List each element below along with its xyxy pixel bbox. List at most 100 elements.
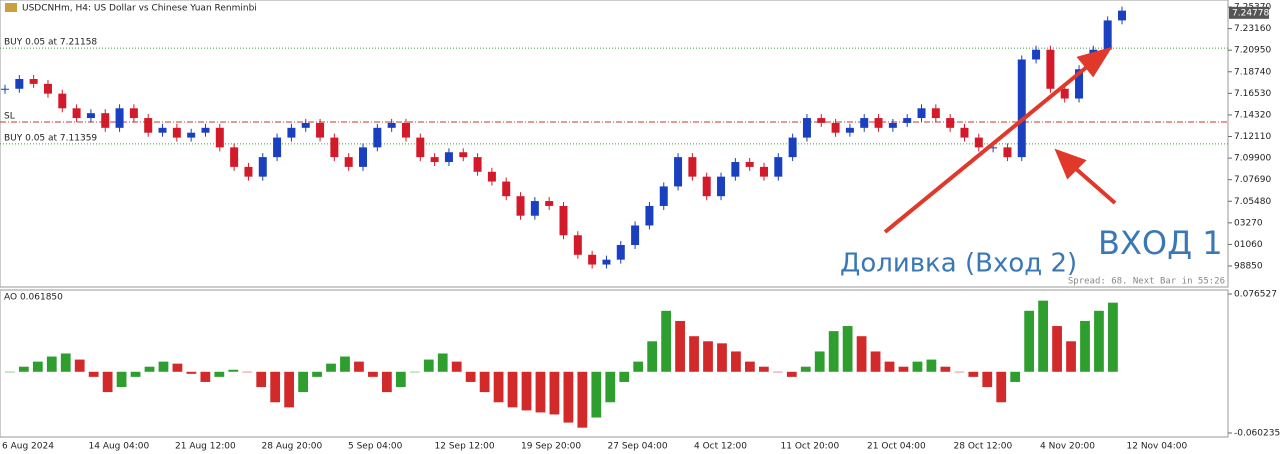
ao-bar: [340, 356, 350, 372]
plot: 7.253707.231607.209507.187407.165307.143…: [0, 3, 1280, 452]
price-label: 7.20950: [1234, 46, 1271, 56]
ao-bar: [228, 369, 239, 372]
arrow: [1073, 166, 1117, 205]
ao-bar: [661, 310, 672, 372]
arrows: [883, 46, 1117, 234]
candle: [401, 122, 410, 138]
candle: [1017, 59, 1026, 158]
candle: [989, 147, 998, 149]
candle: [58, 93, 67, 109]
ao-bar: [856, 336, 867, 372]
annotation: Доливка (Вход 2): [840, 249, 1077, 279]
ao-bar: [32, 361, 43, 372]
candle: [1032, 49, 1041, 60]
ao-bar: [144, 366, 155, 372]
time-label: 12 Nov 04:00: [1127, 442, 1188, 452]
candle: [1060, 88, 1069, 99]
candle: [960, 127, 969, 138]
ao-bar: [395, 371, 406, 388]
candle: [1046, 49, 1055, 89]
ao-bar: [758, 366, 769, 372]
price-label: 7.05480: [1234, 197, 1271, 207]
ao-bar: [814, 351, 825, 372]
ao-bar: [256, 371, 267, 388]
price-label: 01060: [1234, 240, 1263, 250]
candle: [631, 225, 640, 246]
time-label: 28 Aug 20:00: [262, 442, 323, 452]
ao-bar: [5, 371, 15, 373]
ao-bar: [521, 371, 532, 411]
candle: [101, 113, 110, 128]
time-label: 19 Sep 20:00: [521, 442, 581, 452]
ao-bar: [423, 359, 434, 372]
candle: [459, 152, 468, 158]
ao-bar: [689, 336, 699, 372]
ao-bar: [130, 371, 141, 377]
candle: [129, 108, 138, 119]
ao-bar: [731, 351, 741, 372]
ao-bar: [772, 371, 783, 373]
order-label: SL: [4, 111, 15, 121]
candle: [645, 205, 654, 226]
ao-bar: [102, 371, 113, 393]
candle: [860, 118, 869, 128]
ao-bar: [1108, 302, 1118, 372]
candle: [287, 127, 296, 138]
candle: [759, 166, 768, 177]
ao-bar: [326, 363, 336, 372]
ao-bar: [46, 356, 57, 372]
candle: [702, 176, 711, 197]
candle: [688, 157, 697, 177]
ao-bar: [409, 371, 420, 373]
chart-title: USDCNHm, H4: US Dollar vs Chinese Yuan R…: [22, 4, 257, 14]
ao-bar: [884, 361, 895, 372]
candle: [946, 118, 955, 128]
candle: [316, 122, 325, 138]
price-label: 7.07690: [1234, 175, 1271, 185]
candle: [674, 157, 683, 187]
candle: [545, 201, 554, 206]
ao-bar: [158, 361, 169, 372]
time-label: 5 Sep 04:00: [348, 442, 403, 452]
candle: [416, 137, 425, 158]
candle: [530, 201, 539, 216]
ao-bar: [675, 320, 685, 372]
time-label: 28 Oct 12:00: [954, 442, 1013, 452]
ao-bar: [465, 371, 476, 382]
ao-bar: [577, 371, 588, 428]
candle: [845, 127, 854, 133]
ao-bar: [549, 371, 560, 415]
ao-bar: [870, 351, 881, 372]
arrowhead: [1076, 46, 1113, 78]
ao-bar: [1066, 341, 1076, 372]
price-label: 7.18740: [1234, 67, 1271, 77]
ao-bar: [786, 371, 797, 377]
candle: [430, 157, 439, 163]
candle: [559, 205, 568, 236]
ao-bar: [116, 371, 127, 388]
ao-bar: [74, 359, 85, 372]
candle: [1003, 147, 1012, 158]
candle: [903, 118, 912, 123]
ao-bar: [717, 343, 727, 372]
candle: [359, 147, 368, 167]
arrowhead: [1054, 148, 1087, 180]
candle: [931, 108, 940, 119]
time-label: 4 Oct 12:00: [694, 442, 747, 452]
candle: [745, 162, 754, 167]
ao-bar: [647, 341, 658, 372]
ao-bar: [842, 326, 853, 372]
symbol-icon: [5, 3, 17, 12]
candle: [1075, 69, 1084, 99]
candle: [230, 147, 239, 167]
time-label: 21 Aug 12:00: [175, 442, 236, 452]
candle: [974, 137, 983, 148]
candle: [573, 235, 582, 255]
candle: [273, 137, 282, 158]
candle: [244, 166, 253, 177]
candle: [201, 127, 210, 133]
ao-bar: [18, 366, 29, 372]
ao-bar: [954, 371, 965, 373]
time-label: 6 Aug 2024: [2, 442, 54, 452]
